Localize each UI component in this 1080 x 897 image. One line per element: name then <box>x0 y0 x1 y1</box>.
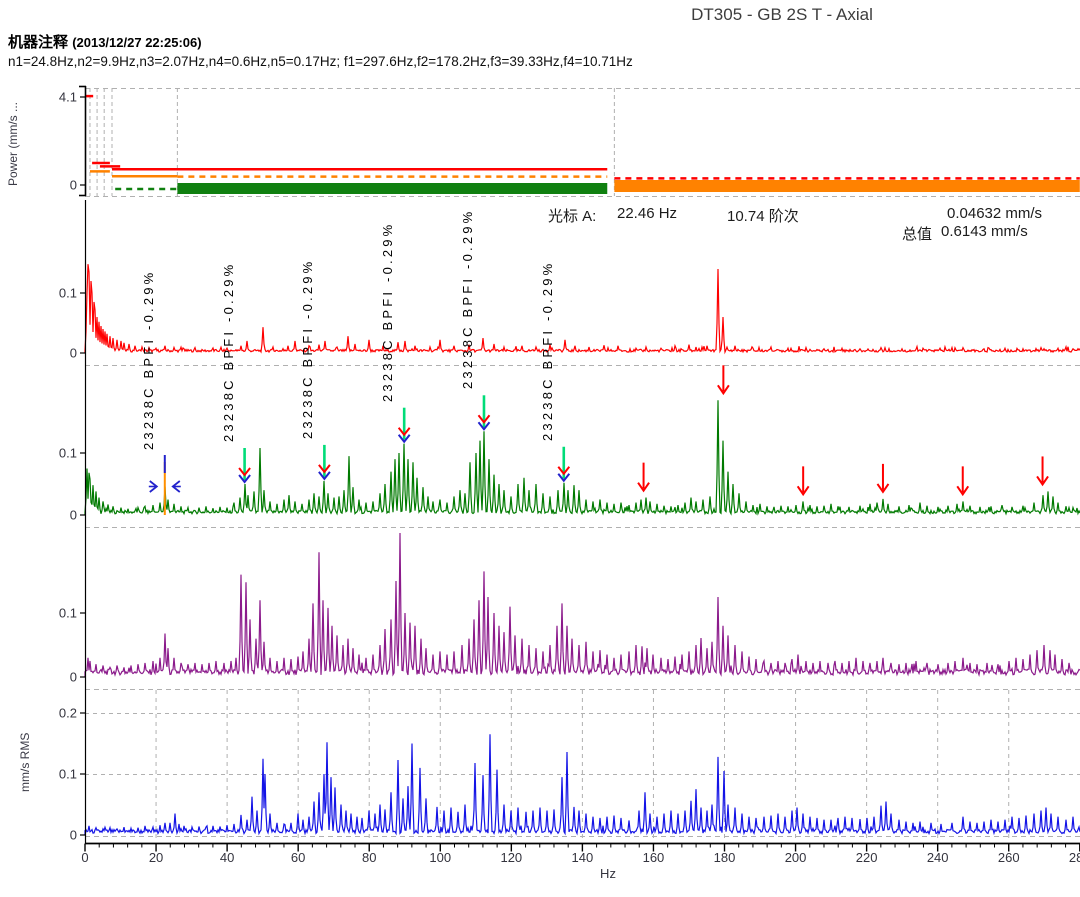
power-y-tick-label: 0 <box>69 177 77 193</box>
x-tick-label: 100 <box>429 850 452 865</box>
spectrum-y-tick-label: 0.1 <box>58 766 77 782</box>
spectrum-trace-green <box>84 400 1080 516</box>
red-harmonic-arrowhead <box>637 482 650 493</box>
bpfi-fault-label: 23238C BPFI -0.29% <box>539 260 555 441</box>
spectrum-y-tick-label: 0.1 <box>58 445 77 461</box>
spectrum-y-tick-label: 0 <box>69 669 77 685</box>
harmonic-arrowhead-blue <box>397 434 411 444</box>
spectrum-trace-red <box>84 264 1080 355</box>
annotation-timestamp: (2013/12/27 22:25:06) <box>72 35 202 50</box>
x-tick-label: 20 <box>148 850 164 865</box>
power-band-green <box>177 183 608 194</box>
bpfi-fault-label: 23238C BPFI -0.29% <box>140 269 156 450</box>
cursor-a-amplitude: 0.04632 mm/s <box>947 205 1043 222</box>
bpfi-fault-label: 23238C BPFI -0.29% <box>220 261 236 442</box>
power-y-tick-label: 4.1 <box>58 89 77 105</box>
red-harmonic-arrowhead <box>1036 475 1049 487</box>
harmonic-arrowhead-blue <box>318 471 331 481</box>
x-tick-label: 120 <box>500 850 523 865</box>
x-axis-unit-label: Hz <box>600 866 616 881</box>
rms-y-axis-label: mm/s RMS <box>18 732 32 793</box>
red-harmonic-arrowhead <box>876 483 890 494</box>
x-tick-label: 220 <box>855 850 878 865</box>
harmonic-arrowhead-red <box>477 414 491 424</box>
machine-annotation-header: 机器注释 (2013/12/27 22:25:06) <box>8 31 202 52</box>
cursor-a-chevron <box>171 480 181 493</box>
bpfi-fault-label: 23238C BPFI -0.29% <box>459 208 475 390</box>
page-title: DT305 - GB 2S T - Axial <box>691 5 873 24</box>
annotation-frequencies: n1=24.8Hz,n2=9.9Hz,n3=2.07Hz,n4=0.6Hz,n5… <box>8 54 633 69</box>
red-harmonic-arrowhead <box>717 384 730 396</box>
harmonic-arrowhead-red <box>318 464 331 474</box>
x-tick-label: 260 <box>997 850 1020 865</box>
harmonic-arrowhead-red <box>557 466 571 476</box>
cursor-a-chevron <box>149 480 159 493</box>
bpfi-fault-label: 23238C BPFI -0.29% <box>380 221 396 402</box>
annotation-title: 机器注释 <box>8 34 69 51</box>
cursor-a-order: 10.74 阶次 <box>727 208 799 225</box>
x-tick-label: 60 <box>290 850 306 865</box>
x-tick-label: 200 <box>784 850 807 865</box>
red-harmonic-arrowhead <box>956 485 970 497</box>
spectrum-y-tick-label: 0 <box>69 507 77 523</box>
spectrum-y-tick-label: 0.1 <box>58 285 77 301</box>
harmonic-arrowhead-red <box>238 467 251 477</box>
x-tick-label: 280 <box>1068 850 1080 865</box>
harmonic-arrowhead-red <box>397 427 411 437</box>
spectrum-y-tick-label: 0.2 <box>58 705 77 721</box>
spectrum-y-tick-label: 0 <box>69 827 77 843</box>
x-tick-label: 0 <box>81 850 89 865</box>
cursor-a-label: 光标 A: <box>548 208 597 225</box>
harmonic-arrowhead-blue <box>238 474 251 484</box>
harmonic-arrowhead-blue <box>477 421 491 431</box>
bpfi-fault-label: 23238C BPFI -0.29% <box>300 258 316 439</box>
spectrum-trace-blue <box>84 734 1080 836</box>
x-tick-label: 140 <box>571 850 594 865</box>
spectrum-trace-purple <box>84 532 1080 678</box>
harmonic-arrowhead-blue <box>557 473 571 483</box>
x-tick-label: 180 <box>713 850 736 865</box>
x-tick-label: 240 <box>926 850 949 865</box>
spectrum-y-tick-label: 0 <box>69 345 77 361</box>
x-tick-label: 40 <box>219 850 235 865</box>
overall-value: 0.6143 mm/s <box>941 223 1028 240</box>
spectrum-y-tick-label: 0.1 <box>58 605 77 621</box>
cursor-a-frequency: 22.46 Hz <box>617 205 678 222</box>
red-harmonic-arrowhead <box>796 485 810 497</box>
power-band-orange <box>614 180 1080 192</box>
x-tick-label: 80 <box>361 850 377 865</box>
x-tick-label: 160 <box>642 850 665 865</box>
overall-value-label: 总值 <box>902 226 933 243</box>
power-y-axis-label: Power (mm/s ... <box>6 102 20 187</box>
